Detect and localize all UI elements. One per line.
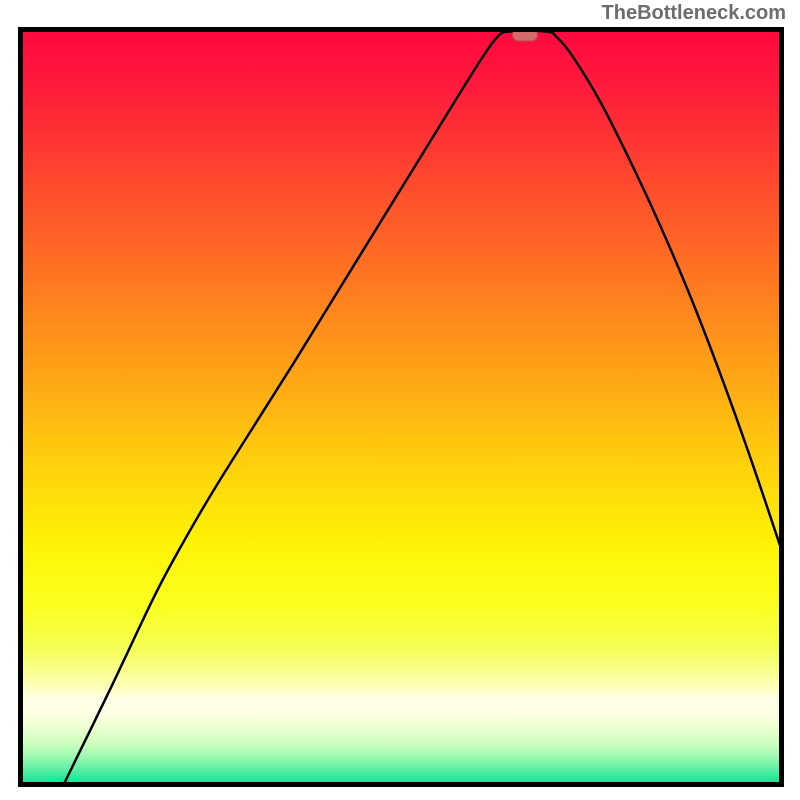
plot-area [18,27,784,787]
watermark-text: TheBottleneck.com [602,2,786,25]
plot-border [18,27,784,787]
bottleneck-chart: TheBottleneck.com [0,0,800,800]
